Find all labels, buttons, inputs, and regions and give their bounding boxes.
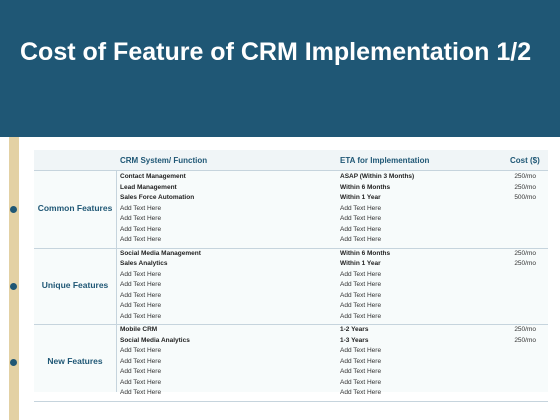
cell-eta: Add Text Here [340,291,382,299]
cell-system: Add Text Here [120,236,162,243]
cell-system: Contact Management [120,173,186,180]
column-header-eta: ETA for Implementation [340,156,430,165]
cell-eta: Add Text Here [340,236,382,243]
table-row: Add Text Here Add Text Here [34,280,548,291]
cell-eta: ASAP (Within 3 Months) [340,173,415,180]
table-row: Mobile CRM 1-2 Years 250/mo [34,325,548,336]
cell-system: Add Text Here [120,347,162,354]
group-label: New Features [47,356,103,367]
cell-eta: Add Text Here [340,215,382,222]
table-row: Add Text Here Add Text Here [34,301,548,312]
table-header-row: CRM System/ Function ETA for Implementat… [34,150,548,171]
table-row: Add Text Here Add Text Here [34,204,548,215]
timeline-dot [10,282,17,290]
cell-cost: 500/mo [514,194,536,201]
cell-eta: Add Text Here [340,281,382,288]
column-divider [116,170,117,392]
cell-eta: Add Text Here [340,378,382,386]
cell-system: Add Text Here [120,378,162,386]
cell-system: Add Text Here [120,389,162,396]
cell-system: Add Text Here [120,368,162,375]
table-row: Social Media Analytics 1-3 Years 250/mo [34,336,548,347]
cell-system: Social Media Management [120,249,201,257]
cell-eta: Add Text Here [340,302,382,309]
page-title: Cost of Feature of CRM Implementation 1/… [20,38,532,66]
table-row: Add Text Here Add Text Here [34,346,548,357]
cell-eta: Add Text Here [340,270,382,278]
cell-system: Add Text Here [120,281,162,288]
cell-cost: 250/mo [514,173,536,180]
table-row: Add Text Here Add Text Here [34,270,548,281]
cell-eta: Add Text Here [340,389,382,396]
timeline-dot [10,206,17,214]
cell-system: Add Text Here [120,270,162,278]
cell-system: Add Text Here [120,302,162,309]
cell-system: Social Media Analytics [120,336,190,344]
cell-cost: 250/mo [514,249,536,257]
table-row: Add Text Here Add Text Here [34,367,548,378]
cell-system: Add Text Here [120,204,162,212]
feature-group: Common Features Contact Management ASAP (W… [34,171,548,249]
group-label: Unique Features [41,279,109,290]
title-banner: Cost of Feature of CRM Implementation 1/… [0,0,560,137]
cell-system: Sales Force Automation [120,194,195,201]
cell-eta: Add Text Here [340,347,382,354]
cell-eta: 1-2 Years [340,326,369,333]
table-row: Sales Force Automation Within 1 Year 500/m… [34,193,548,204]
table-row: Lead Management Within 6 Months 250/mo [34,183,548,194]
table-row: Social Media Management Within 6 Months 25… [34,249,548,260]
cell-eta: Add Text Here [340,357,382,365]
group-label: Common Features [37,203,113,214]
column-header-system: CRM System/ Function [120,156,208,165]
cell-cost: 250/mo [514,183,536,191]
cell-eta: Within 6 Months [340,249,391,257]
table-row: Add Text Here Add Text Here [34,357,548,368]
cell-cost: 250/mo [514,260,536,267]
cell-eta: Add Text Here [340,368,382,375]
table-row: Add Text Here Add Text Here [34,291,548,302]
cell-system: Sales Analytics [120,260,168,267]
cell-eta: Within 6 Months [340,183,391,191]
table-row: Add Text Here Add Text Here [34,312,548,323]
cell-cost: 250/mo [514,326,536,333]
table-row: Add Text Here Add Text Here [34,388,548,399]
table-row: Add Text Here Add Text Here [34,235,548,246]
cell-eta: Within 1 Year [340,194,381,201]
feature-cost-table: CRM System/ Function ETA for Implementat… [34,150,548,402]
cell-eta: Within 1 Year [340,260,381,267]
cell-eta: Add Text Here [340,225,382,233]
feature-group: Unique Features Social Media Management Wi… [34,248,548,325]
cell-system: Add Text Here [120,357,162,365]
table-row: Sales Analytics Within 1 Year 250/mo [34,259,548,270]
cell-system: Add Text Here [120,225,162,233]
side-accent-bar [9,137,19,420]
feature-group: New Features Mobile CRM 1-2 Years 250/mo Soc… [34,324,548,402]
cell-system: Add Text Here [120,312,162,320]
cell-system: Add Text Here [120,215,162,222]
column-header-cost: Cost ($) [510,156,540,165]
cell-eta: Add Text Here [340,204,382,212]
cell-eta: 1-3 Years [340,336,369,344]
table-row: Add Text Here Add Text Here [34,214,548,225]
cell-cost: 250/mo [514,336,536,344]
table-row: Add Text Here Add Text Here [34,225,548,236]
cell-system: Mobile CRM [120,326,158,333]
timeline-dot [10,359,17,367]
table-row: Contact Management ASAP (Within 3 Months)… [34,172,548,183]
cell-system: Add Text Here [120,291,162,299]
table-row: Add Text Here Add Text Here [34,378,548,389]
cell-system: Lead Management [120,183,177,191]
cell-eta: Add Text Here [340,312,382,320]
